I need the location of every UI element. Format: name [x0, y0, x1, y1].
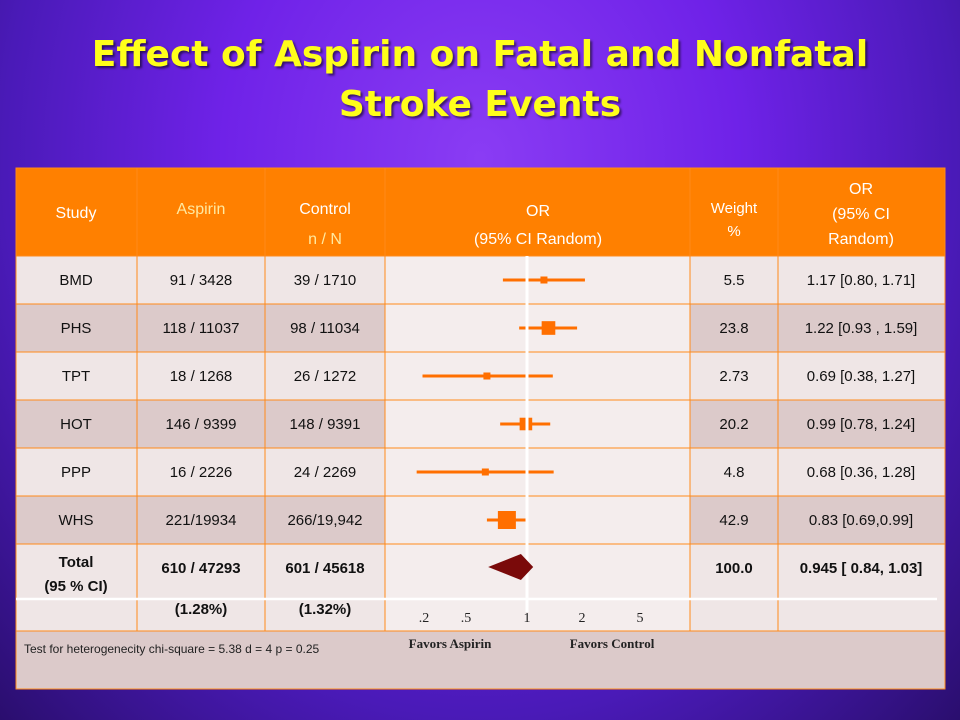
- study-name: TPT: [62, 368, 90, 385]
- aspirin-count: 16 / 2226: [170, 464, 233, 481]
- aspirin-count: 221/19934: [166, 512, 237, 529]
- weight-value: 23.8: [719, 320, 748, 337]
- x-tick-label: 2: [579, 611, 586, 626]
- total-control: 601 / 45618: [285, 560, 364, 577]
- or-value: 0.99 [0.78, 1.24]: [807, 416, 915, 433]
- control-count: 98 / 11034: [290, 320, 360, 337]
- header-control-line-2: n / N: [308, 231, 342, 248]
- table-header-background: [16, 168, 945, 256]
- total-or: 0.945 [ 0.84, 1.03]: [800, 560, 923, 577]
- study-name: BMD: [59, 272, 93, 289]
- or-value: 1.22 [0.93 , 1.59]: [805, 320, 918, 337]
- weight-value: 42.9: [719, 512, 748, 529]
- x-axis-ticks: .2 .5 1 2 5: [419, 611, 644, 626]
- total-label-line-2: (95 % CI): [44, 578, 107, 595]
- table-gridlines: [15, 167, 946, 690]
- header-study: Study: [56, 205, 97, 222]
- title-line-1: Effect of Aspirin on Fatal and Nonfatal: [91, 34, 869, 75]
- header-orci-line-2: (95% CI: [832, 206, 890, 223]
- header-orci-line-3: Random): [828, 231, 894, 248]
- study-name: HOT: [60, 416, 92, 433]
- header-control-line-1: Control: [299, 201, 351, 218]
- weight-value: 4.8: [724, 464, 745, 481]
- or-value: 0.68 [0.36, 1.28]: [807, 464, 915, 481]
- aspirin-count: 146 / 9399: [166, 416, 237, 433]
- control-count: 266/19,942: [287, 512, 362, 529]
- page-title: Effect of Aspirin on Fatal and Nonfatal …: [0, 30, 960, 130]
- x-tick-label: .5: [461, 611, 472, 626]
- study-name: PHS: [61, 320, 92, 337]
- title-line-2: Stroke Events: [338, 84, 622, 125]
- control-count: 26 / 1272: [294, 368, 357, 385]
- header-weight-line-1: Weight: [711, 200, 758, 217]
- favors-aspirin-label: Favors Aspirin: [409, 636, 492, 651]
- aspirin-count: 118 / 11037: [162, 320, 239, 337]
- aspirin-count: 18 / 1268: [170, 368, 233, 385]
- total-label-line-1: Total: [59, 554, 94, 571]
- control-count: 24 / 2269: [294, 464, 357, 481]
- footnote: Test for heterogenecity chi-square = 5.3…: [24, 642, 320, 656]
- or-value: 0.69 [0.38, 1.27]: [807, 368, 915, 385]
- total-aspirin-percent: (1.28%): [175, 601, 228, 618]
- or-marker: [483, 372, 491, 380]
- x-tick-label: 5: [637, 611, 644, 626]
- weight-value: 2.73: [719, 368, 748, 385]
- aspirin-count: 91 / 3428: [170, 272, 233, 289]
- plot-column-background: [385, 256, 690, 631]
- control-count: 39 / 1710: [294, 272, 357, 289]
- or-marker: [541, 321, 556, 335]
- header-weight-line-2: %: [727, 223, 740, 240]
- weight-value: 20.2: [719, 416, 748, 433]
- header-or-line-2: (95% CI Random): [474, 231, 602, 248]
- header-aspirin: Aspirin: [177, 201, 226, 218]
- footnote-background: [16, 631, 945, 689]
- or-marker: [540, 276, 548, 284]
- or-marker: [481, 468, 489, 476]
- weight-value: 5.5: [724, 272, 745, 289]
- forest-plot: [416, 256, 585, 612]
- x-tick-label: 1: [524, 611, 531, 626]
- x-tick-label: .2: [419, 611, 430, 626]
- favors-control-label: Favors Control: [570, 636, 655, 651]
- total-weight: 100.0: [715, 560, 753, 577]
- pooled-diamond: [488, 554, 534, 580]
- control-count: 148 / 9391: [290, 416, 361, 433]
- or-value: 1.17 [0.80, 1.71]: [807, 272, 915, 289]
- total-control-percent: (1.32%): [299, 601, 352, 618]
- or-value: 0.83 [0.69,0.99]: [809, 512, 913, 529]
- or-marker: [497, 511, 516, 529]
- study-rows: BMD 91 / 3428 39 / 1710 5.5 1.17 [0.80, 1.71…: [59, 272, 918, 529]
- table-border: [15, 167, 946, 690]
- study-name: WHS: [59, 512, 94, 529]
- header-or-line-1: OR: [526, 203, 550, 220]
- study-name: PPP: [61, 464, 91, 481]
- header-orci-line-1: OR: [849, 181, 873, 198]
- total-aspirin: 610 / 47293: [161, 560, 240, 577]
